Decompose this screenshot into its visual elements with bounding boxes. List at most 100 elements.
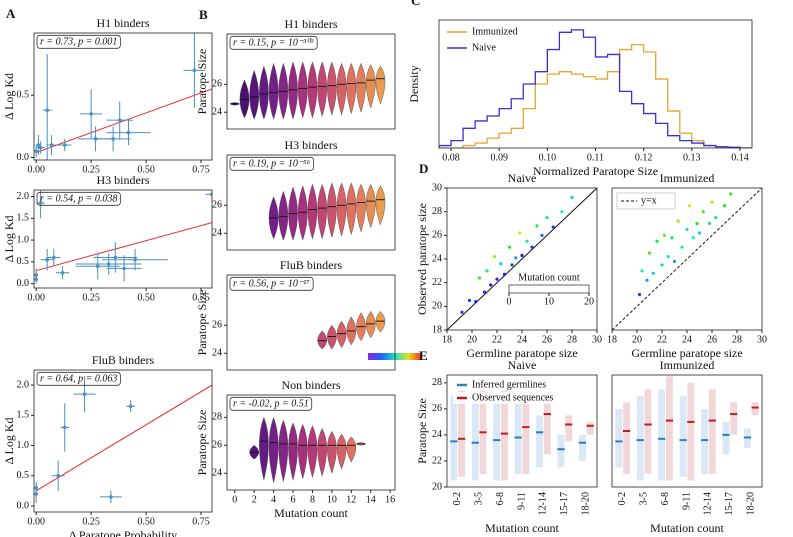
- point: [45, 257, 49, 262]
- x-tick-label: 12: [346, 494, 356, 505]
- point: [113, 255, 118, 260]
- point: [128, 404, 133, 409]
- y-tick-label: 22: [432, 277, 442, 288]
- point: [82, 392, 87, 396]
- violin-body: [288, 61, 298, 120]
- y-axis-label: Paratope Size: [195, 290, 209, 356]
- annotation-box: [36, 191, 121, 206]
- histogram-step: [439, 29, 752, 148]
- strip-spread: [708, 389, 716, 474]
- x-tick-label: 26: [707, 334, 717, 345]
- panel: A H1 binders Δ Log Kd 0.00 0.25 0.50 0.75 0.0 0.…: [2, 6, 213, 175]
- strip-spread: [579, 434, 586, 461]
- violin-body: [249, 69, 260, 120]
- panel-label: D: [419, 161, 428, 176]
- panel: B H1 binders Paratope Size 24 26 r = 0.15, p …: [195, 7, 396, 130]
- strip-spread: [522, 395, 530, 474]
- y-tick-label: 0.0: [17, 500, 30, 511]
- point: [34, 149, 38, 154]
- strip-spread: [751, 402, 759, 416]
- plot-area: [34, 33, 212, 160]
- point: [106, 262, 111, 266]
- violin-body: [356, 62, 366, 113]
- x-tick-label: 24: [682, 334, 692, 345]
- plot-area: [450, 389, 594, 481]
- strip-spread: [471, 402, 479, 481]
- panel: Non binders Mutation count Paratope Size 0 2…: [195, 378, 396, 520]
- point: [510, 263, 514, 267]
- x-tick-label: 0.14: [731, 152, 749, 163]
- y-tick-label: 26: [212, 200, 222, 211]
- x-tick-label: 0.08: [442, 152, 460, 163]
- x-tick-label: 0.75: [192, 516, 210, 527]
- point: [545, 215, 549, 220]
- fit-line: [36, 222, 212, 272]
- violin-body: [365, 310, 376, 339]
- point: [685, 227, 689, 232]
- identity-line: [447, 188, 597, 330]
- strip-spread: [666, 376, 673, 481]
- plot-area: [34, 190, 212, 284]
- x-tick-label: 0.12: [635, 152, 653, 163]
- y-tick-label: 24: [432, 253, 442, 264]
- strip-spread: [501, 389, 508, 481]
- y-axis-label: Observed paratope size: [415, 203, 429, 315]
- point: [514, 256, 518, 260]
- point: [38, 201, 43, 205]
- y-tick-label: 0.5: [17, 90, 30, 101]
- strip-spread: [701, 408, 708, 474]
- x-tick-label: 15-17: [559, 492, 570, 515]
- x-tick-label: 6: [291, 494, 296, 505]
- point: [637, 292, 642, 297]
- point: [507, 245, 512, 249]
- x-tick-label: 0.09: [490, 152, 508, 163]
- plot-area: [317, 310, 386, 350]
- legend-bg: [453, 392, 561, 404]
- point: [109, 495, 113, 499]
- point: [126, 130, 131, 135]
- y-tick-label: 24: [212, 228, 222, 239]
- panel: Immunized Mutation count 0-2 3-5 6-8 9-11 12-1…: [611, 358, 763, 535]
- x-tick-label: 16: [385, 494, 395, 505]
- y-tick-label: 1.0: [17, 440, 30, 451]
- point: [695, 221, 699, 226]
- x-tick-label: 26: [542, 334, 552, 345]
- y-tick-label: 1.0: [17, 234, 30, 245]
- panel-label: B: [199, 7, 208, 22]
- point: [502, 272, 507, 276]
- violin-body: [268, 416, 279, 484]
- legend-label: Observed sequences: [472, 392, 553, 403]
- histogram-step: [439, 43, 752, 148]
- panel: FluB binders Paratope Size 24 26 r = 0.56, p…: [195, 258, 396, 371]
- colorbar-tick-label: 10: [544, 296, 554, 307]
- point: [535, 224, 539, 228]
- violin-body: [356, 183, 366, 233]
- annotation-box: [229, 156, 315, 171]
- x-tick-label: 9-11: [681, 492, 692, 510]
- y-tick-label: 1.5: [17, 410, 30, 421]
- inset-colorbar: [508, 284, 590, 294]
- violin-body: [317, 183, 327, 240]
- y-tick-label: 28: [432, 206, 442, 217]
- y-tick-label: 26: [432, 230, 442, 241]
- point: [117, 118, 122, 122]
- violin-body: [327, 430, 337, 474]
- point: [495, 277, 499, 281]
- violin-body: [307, 425, 318, 479]
- violin-body: [239, 79, 250, 119]
- chart-title: Naive: [508, 358, 537, 372]
- panel-label: A: [6, 6, 16, 21]
- point: [133, 257, 137, 262]
- annotation: r = 0.19, p = 10⁻⁵⁶: [233, 158, 311, 169]
- annotation-box: [229, 35, 318, 50]
- y-tick-label: 22: [432, 455, 442, 466]
- point: [62, 143, 67, 147]
- point: [34, 492, 38, 496]
- point: [647, 251, 652, 255]
- point: [645, 278, 649, 282]
- plot-area: [249, 416, 366, 484]
- point: [51, 255, 56, 260]
- annotation-box: [36, 34, 121, 49]
- x-tick-label: 20: [632, 334, 642, 345]
- panel: E Naive Mutation count Paratope Size 20 22 24 2…: [415, 348, 598, 535]
